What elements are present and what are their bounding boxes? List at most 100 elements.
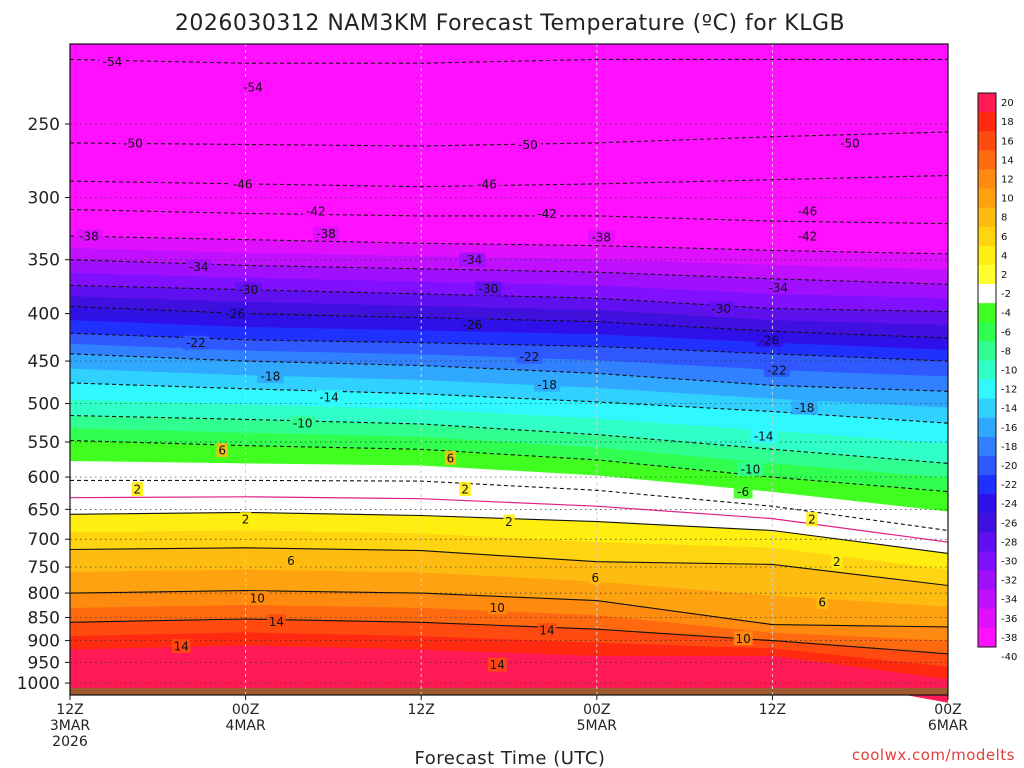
contour-label-bg — [239, 512, 252, 527]
colorbar-label: -32 — [1001, 576, 1017, 587]
contour-label: 6 — [592, 571, 600, 585]
contour-label: -14 — [754, 430, 774, 444]
contour-label: -26 — [463, 318, 483, 332]
contour-label: -18 — [795, 401, 815, 415]
contour-label-bg — [503, 514, 515, 529]
contour-label-bg — [302, 203, 329, 218]
colorbar-label: 16 — [1001, 136, 1014, 147]
contour-label-bg — [459, 317, 486, 332]
contour-label: 6 — [218, 443, 226, 457]
colorbar-label: -8 — [1001, 346, 1011, 357]
colorbar-label: 8 — [1001, 213, 1007, 224]
contour-label-bg — [315, 390, 343, 405]
isotherm — [69, 235, 949, 255]
contour-label-bg — [794, 228, 821, 243]
contour-label-bg — [737, 461, 764, 476]
contour-label-bg — [266, 614, 286, 629]
y-tick-label: 950 — [28, 653, 60, 673]
x-tick-label: 4MAR — [225, 718, 266, 734]
contour-label-bg — [733, 484, 753, 499]
contour-label: -22 — [186, 336, 206, 350]
contour-label-bg — [444, 450, 457, 465]
chart-title: 2026030312 NAM3KM Forecast Temperature (… — [175, 11, 845, 36]
x-axis-label: Forecast Time (UTC) — [415, 748, 606, 768]
x-tick-label: 5MAR — [577, 718, 618, 734]
contour-label-bg — [487, 600, 507, 615]
contour-label-bg — [257, 369, 284, 384]
colorbar-swatch — [978, 455, 996, 476]
colorbar-label: -22 — [1001, 480, 1017, 491]
contour-label-bg — [763, 362, 790, 377]
y-tick-label: 350 — [28, 251, 60, 271]
y-tick-label: 750 — [28, 558, 60, 578]
colorbar-swatch — [978, 303, 996, 323]
y-tick-label: 400 — [28, 305, 60, 325]
contour-label-bg — [765, 280, 792, 295]
colorbar-swatch — [978, 513, 996, 533]
contour-label: -18 — [537, 378, 557, 392]
colorbar-label: -18 — [1001, 442, 1017, 453]
colorbar-label: -38 — [1001, 633, 1017, 644]
isotherm — [69, 618, 949, 655]
colorbar-swatch — [978, 226, 996, 247]
contour-label-bg — [75, 228, 103, 243]
colorbar-label: 10 — [1001, 194, 1014, 205]
colorbar-label: -10 — [1001, 366, 1017, 377]
contour-label: -38 — [79, 229, 99, 243]
contour-label: -22 — [767, 363, 787, 377]
x-tick-label: 12Z — [759, 702, 786, 718]
colorbar-label: -30 — [1001, 557, 1017, 568]
colorbar-swatch — [978, 284, 996, 304]
temperature-bands — [70, 59, 948, 703]
contour-label-bg — [99, 54, 126, 69]
colorbar-label: -16 — [1001, 423, 1017, 434]
contour-label-bg — [473, 176, 501, 191]
contour-label: -34 — [463, 253, 483, 267]
contour-label-bg — [514, 137, 542, 152]
colorbar-swatch — [978, 112, 996, 132]
colorbar-label: 12 — [1001, 174, 1014, 185]
y-tick-label: 550 — [28, 433, 60, 453]
colorbar-swatch — [978, 131, 996, 151]
contour-label-bg — [516, 349, 543, 364]
contour-label: -34 — [189, 260, 209, 274]
x-tick-label: 6MAR — [928, 718, 969, 734]
colorbar-swatch — [978, 188, 996, 209]
y-tick-label: 250 — [28, 115, 60, 135]
x-tick-label: 00Z — [583, 702, 610, 718]
contour-label: -38 — [591, 231, 611, 245]
colorbar-label: -36 — [1001, 614, 1017, 625]
isotherm — [69, 58, 948, 64]
colorbar-label: -2 — [1001, 289, 1011, 300]
colorbar-swatch — [978, 322, 996, 342]
colorbar-label: 14 — [1001, 155, 1014, 166]
contour-label: -30 — [479, 282, 499, 296]
contour-label: 2 — [505, 515, 513, 529]
colorbar-swatch — [978, 169, 996, 190]
colorbar-swatch — [978, 150, 996, 170]
colorbar-swatch — [978, 264, 996, 285]
contour-label-bg — [229, 176, 256, 191]
colorbar-swatch — [978, 360, 996, 381]
colorbar-swatch — [978, 532, 996, 552]
contour-label-bg — [459, 252, 486, 267]
contour-label-bg — [459, 481, 471, 496]
plot-frame — [69, 43, 949, 696]
contour-label-bg — [285, 553, 297, 568]
x-tick-label: 00Z — [232, 702, 259, 718]
contour-label: -26 — [760, 333, 780, 347]
colorbar-swatch — [978, 245, 996, 266]
contour-label-bg — [836, 135, 864, 150]
contour-label: -42 — [798, 229, 818, 243]
contour-label: -46 — [233, 177, 253, 191]
colorbar-swatch — [978, 494, 996, 514]
contour-label: 10 — [490, 601, 505, 615]
contour-label-bg — [247, 591, 267, 606]
colorbar-swatch — [978, 93, 996, 113]
colorbar-label: -20 — [1001, 461, 1017, 472]
contour-label: 14 — [539, 624, 554, 638]
isotherm — [69, 208, 949, 225]
contour-label: 14 — [490, 658, 505, 672]
contour-label-bg — [185, 259, 212, 274]
